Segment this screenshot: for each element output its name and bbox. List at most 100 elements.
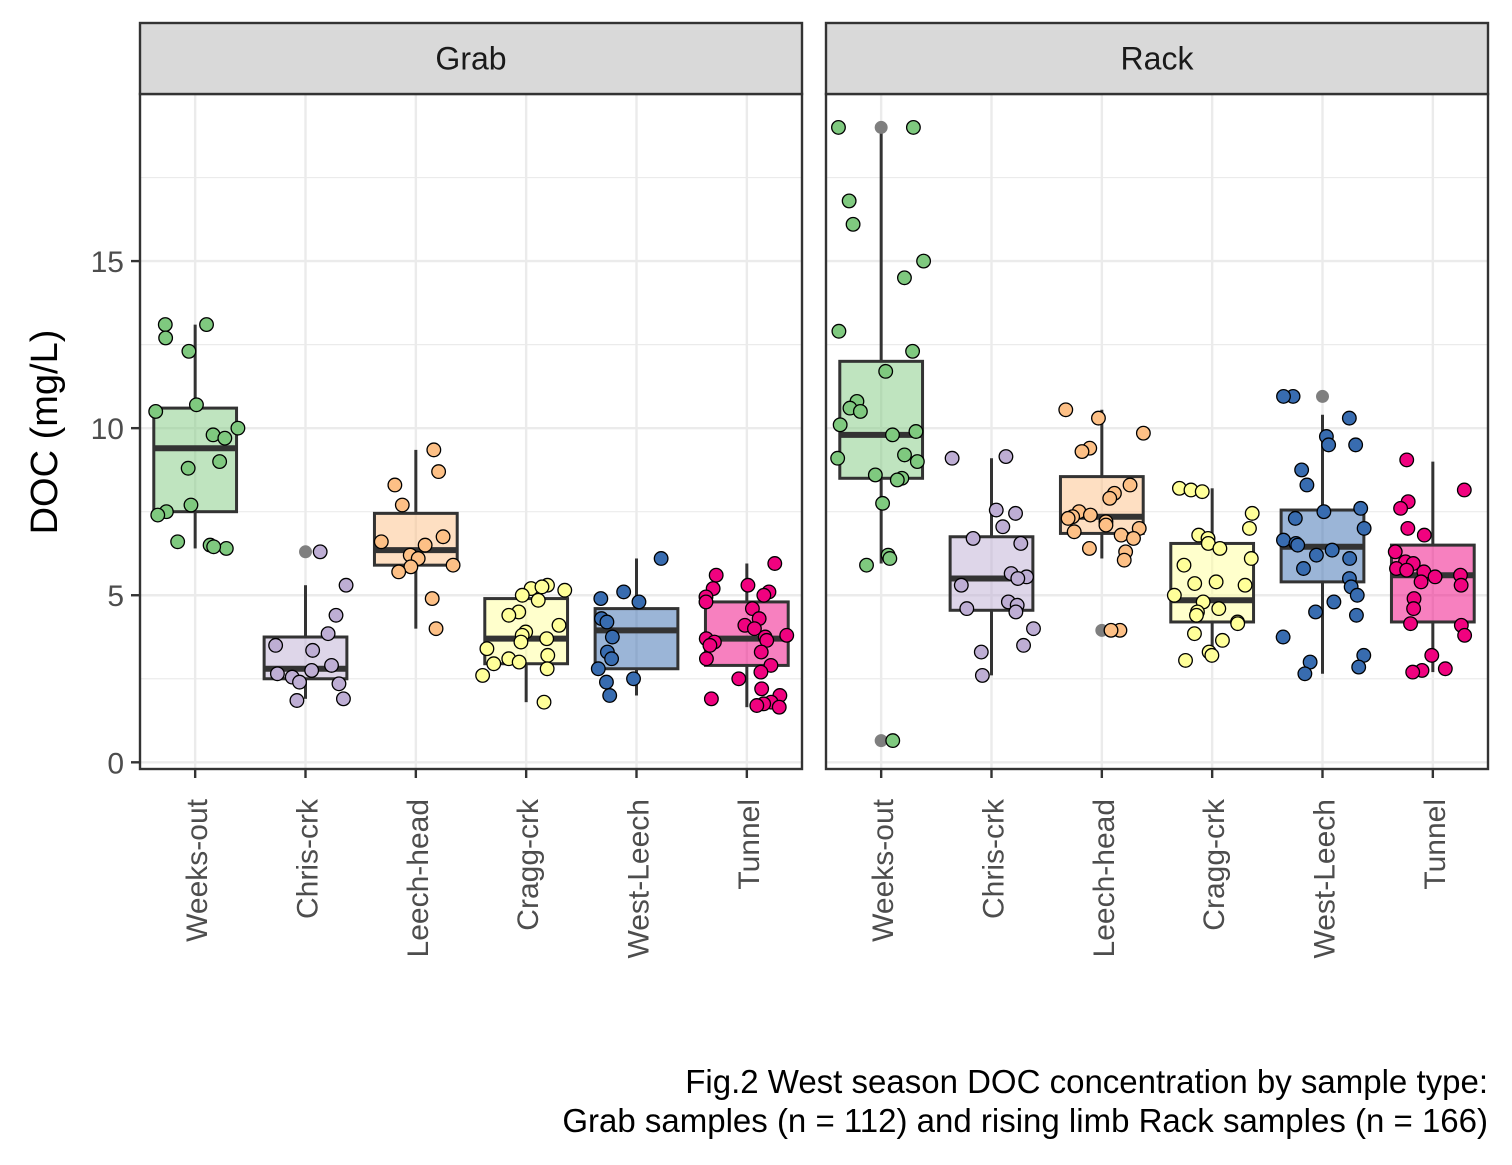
data-point	[551, 617, 567, 633]
data-point	[1211, 601, 1227, 617]
data-point	[1351, 659, 1367, 675]
data-point	[536, 694, 552, 710]
y-axis-label: DOC (mg/L)	[24, 330, 66, 535]
data-point	[1341, 410, 1357, 426]
data-point	[1276, 532, 1291, 548]
data-point	[1243, 551, 1259, 566]
data-point	[590, 661, 606, 677]
box-weeks-out	[148, 317, 246, 556]
y-tick-label: 0	[107, 747, 124, 780]
data-point	[148, 404, 164, 419]
data-point	[539, 631, 555, 647]
data-point	[1399, 452, 1415, 468]
data-point	[1166, 587, 1182, 603]
data-point	[1287, 510, 1303, 526]
data-point	[217, 430, 233, 446]
data-point	[373, 534, 389, 550]
data-point	[475, 667, 491, 683]
data-point	[424, 591, 440, 607]
data-point	[1299, 477, 1315, 493]
data-point	[1387, 544, 1403, 560]
outlier-point	[874, 120, 888, 134]
data-point	[1349, 587, 1365, 603]
caption-line-2: Grab samples (n = 112) and rising limb R…	[562, 1102, 1488, 1139]
chart: DOC (mg/L) Grab Weeks-out Chris-crk Leech-h…	[24, 21, 1490, 959]
data-point	[1393, 500, 1409, 516]
data-point	[1405, 664, 1421, 680]
data-point	[183, 497, 199, 513]
data-point	[150, 507, 166, 523]
box-cragg-crk	[475, 577, 573, 710]
data-point	[1348, 437, 1364, 453]
data-point	[305, 642, 321, 658]
data-point	[289, 693, 305, 708]
panel-rack: Rack Weeks-out Chris-crk Leech-head Cragg-cr…	[824, 21, 1490, 959]
data-point	[1091, 410, 1106, 426]
data-point	[771, 699, 787, 715]
panel-grab: Grab Weeks-out Chris-crk Leech-head Cragg-cr…	[91, 21, 804, 959]
data-point	[511, 654, 527, 670]
data-point	[1135, 425, 1151, 441]
box-chris-crk	[262, 544, 354, 708]
box-weeks-out	[830, 119, 932, 749]
data-point	[859, 557, 874, 573]
data-point	[1348, 607, 1364, 623]
x-tick-label: Chris-crk	[292, 798, 325, 919]
data-point	[1026, 621, 1041, 637]
box-cragg-crk	[1166, 480, 1260, 668]
box-west-leech	[1275, 388, 1372, 682]
data-point	[391, 564, 407, 580]
data-point	[1321, 437, 1337, 453]
box-tunnel	[698, 556, 795, 715]
data-point	[1122, 477, 1138, 493]
data-point	[1194, 484, 1210, 500]
y-tick-label: 10	[91, 413, 124, 446]
data-point	[304, 662, 320, 678]
data-point	[338, 577, 354, 593]
data-point	[1010, 571, 1026, 586]
data-point	[1297, 666, 1313, 682]
data-point	[1342, 551, 1358, 566]
data-point	[1437, 661, 1453, 677]
data-point	[965, 530, 981, 546]
data-point	[1403, 616, 1418, 632]
data-point	[1453, 577, 1469, 593]
box-west-leech	[590, 551, 680, 703]
data-point	[1413, 574, 1429, 590]
data-point	[698, 594, 714, 610]
box-chris-crk	[944, 449, 1041, 683]
box-leech-head	[372, 442, 461, 637]
data-point	[324, 657, 339, 673]
x-tick-label: Tunnel	[733, 799, 766, 890]
data-point	[1204, 647, 1220, 663]
data-point	[181, 343, 197, 359]
data-point	[426, 442, 442, 458]
data-point	[1098, 517, 1114, 533]
data-point	[731, 671, 747, 687]
data-point	[1103, 622, 1119, 638]
data-point	[753, 664, 769, 680]
data-point	[1296, 561, 1311, 576]
data-point	[1326, 594, 1342, 610]
data-point	[702, 637, 718, 653]
data-point	[218, 541, 234, 556]
data-point	[206, 539, 222, 555]
data-point	[1237, 577, 1253, 593]
data-point	[486, 656, 502, 672]
data-point	[328, 607, 344, 623]
x-tick-label: West-Leech	[623, 799, 656, 959]
data-point	[974, 667, 990, 683]
data-point	[1066, 524, 1082, 540]
data-point	[1176, 557, 1192, 573]
data-point	[598, 674, 614, 690]
data-point	[1187, 626, 1202, 642]
data-point	[331, 676, 347, 692]
data-point	[445, 557, 461, 573]
data-point	[875, 495, 891, 511]
x-tick-label: West-Leech	[1309, 799, 1342, 959]
data-point	[1308, 547, 1324, 563]
data-point	[749, 698, 765, 713]
data-point	[1113, 527, 1129, 543]
data-point	[882, 551, 898, 566]
data-point	[199, 317, 214, 333]
